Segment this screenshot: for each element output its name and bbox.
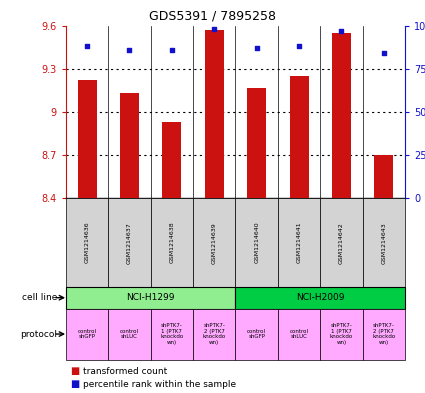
Text: GSM1214640: GSM1214640 bbox=[254, 222, 259, 263]
Text: cell line: cell line bbox=[22, 293, 57, 302]
Text: control
shGFP: control shGFP bbox=[247, 329, 266, 340]
Text: GSM1214643: GSM1214643 bbox=[381, 222, 386, 264]
Text: GDS5391 / 7895258: GDS5391 / 7895258 bbox=[149, 10, 276, 23]
Text: GSM1214642: GSM1214642 bbox=[339, 222, 344, 264]
Point bbox=[211, 26, 218, 32]
Point bbox=[126, 47, 133, 53]
Text: shPTK7-
1 (PTK7
knockdo
wn): shPTK7- 1 (PTK7 knockdo wn) bbox=[330, 323, 353, 345]
Text: percentile rank within the sample: percentile rank within the sample bbox=[83, 380, 236, 389]
Text: GSM1214639: GSM1214639 bbox=[212, 222, 217, 264]
Text: ■: ■ bbox=[70, 379, 79, 389]
Point bbox=[338, 28, 345, 34]
Point bbox=[380, 50, 387, 56]
Text: GSM1214636: GSM1214636 bbox=[85, 222, 90, 263]
Bar bbox=[247, 88, 266, 198]
Bar bbox=[205, 30, 224, 198]
Text: control
shGFP: control shGFP bbox=[78, 329, 96, 340]
Point bbox=[84, 43, 91, 50]
Text: NCI-H1299: NCI-H1299 bbox=[126, 293, 175, 302]
Text: shPTK7-
2 (PTK7
knockdo
wn): shPTK7- 2 (PTK7 knockdo wn) bbox=[372, 323, 395, 345]
Bar bbox=[77, 80, 96, 198]
Text: GSM1214641: GSM1214641 bbox=[297, 222, 302, 263]
Text: ■: ■ bbox=[70, 366, 79, 376]
Bar bbox=[162, 122, 181, 198]
Bar bbox=[374, 155, 394, 198]
Text: protocol: protocol bbox=[20, 330, 57, 338]
Text: control
shLUC: control shLUC bbox=[120, 329, 139, 340]
Point bbox=[168, 47, 175, 53]
Text: NCI-H2009: NCI-H2009 bbox=[296, 293, 345, 302]
Text: control
shLUC: control shLUC bbox=[289, 329, 309, 340]
Bar bbox=[289, 76, 309, 198]
Text: GSM1214637: GSM1214637 bbox=[127, 222, 132, 264]
Bar bbox=[120, 93, 139, 198]
Bar bbox=[332, 33, 351, 198]
Text: shPTK7-
1 (PTK7
knockdo
wn): shPTK7- 1 (PTK7 knockdo wn) bbox=[160, 323, 184, 345]
Point bbox=[253, 45, 260, 51]
Text: shPTK7-
2 (PTK7
knockdo
wn): shPTK7- 2 (PTK7 knockdo wn) bbox=[203, 323, 226, 345]
Point bbox=[296, 43, 303, 50]
Text: transformed count: transformed count bbox=[83, 367, 167, 376]
Text: GSM1214638: GSM1214638 bbox=[169, 222, 174, 263]
